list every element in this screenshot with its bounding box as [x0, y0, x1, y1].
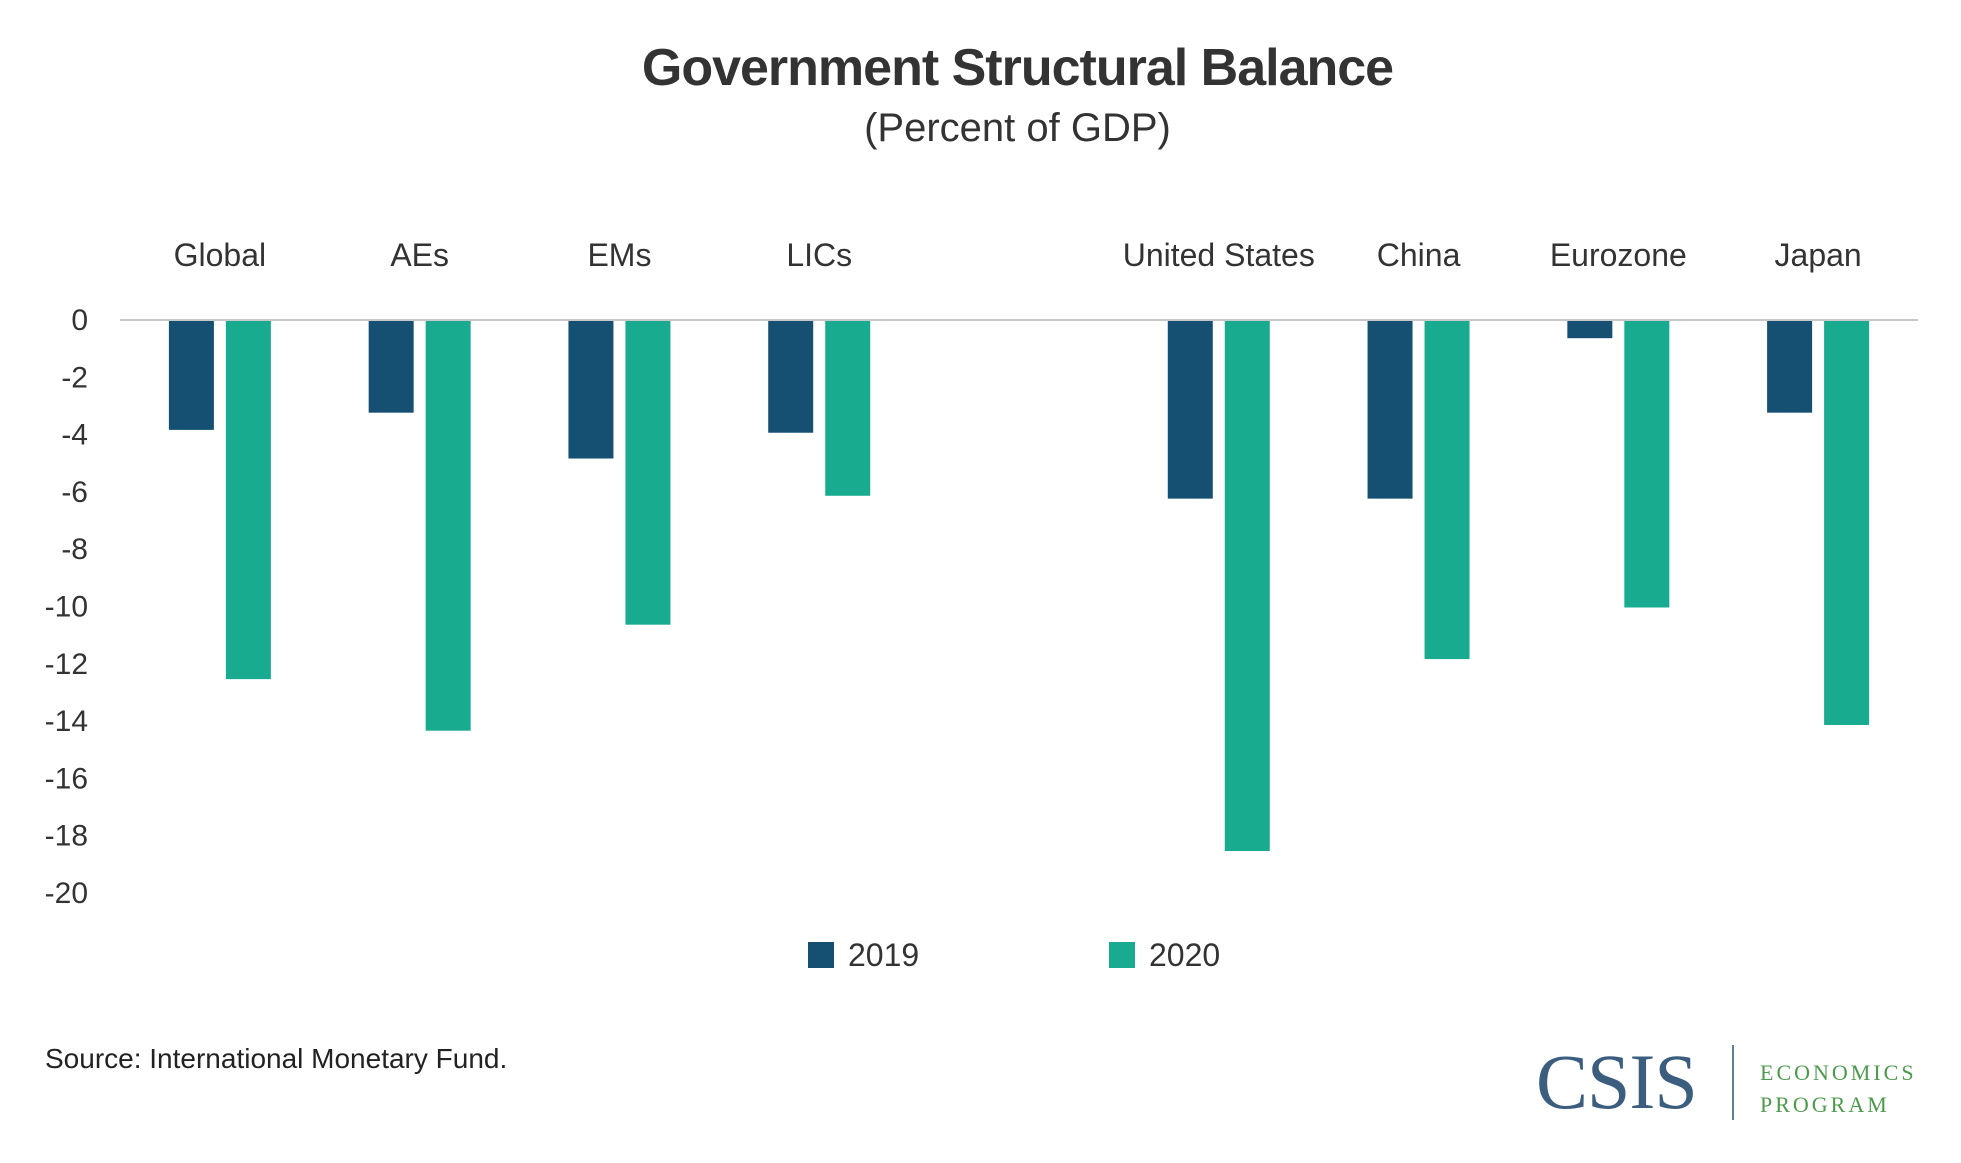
logo-program-line2: PROGRAM — [1760, 1092, 1890, 1117]
chart-title: Government Structural Balance — [641, 39, 1394, 97]
bar-2019 — [368, 321, 414, 413]
logo-program-line1: ECONOMICS — [1760, 1060, 1917, 1085]
category-label: China — [1377, 237, 1461, 273]
bar-2020 — [1424, 321, 1470, 660]
category-label: Eurozone — [1550, 237, 1687, 273]
category-label: United States — [1123, 237, 1315, 273]
y-tick-label: -18 — [45, 820, 88, 853]
bar-2020 — [425, 321, 471, 731]
bar-2020 — [825, 321, 871, 496]
bar-2020 — [625, 321, 671, 625]
y-axis-ticks: 0 -2 -4 -6 -8 -10 -12 -14 -16 -18 -20 — [45, 304, 88, 910]
legend: 2019 2020 — [808, 937, 1220, 973]
bar-2020 — [1624, 321, 1670, 608]
source-note: Source: International Monetary Fund. — [45, 1043, 508, 1074]
bar-2019 — [768, 321, 814, 433]
y-tick-label: -16 — [45, 762, 88, 795]
bar-2019 — [1367, 321, 1413, 499]
bar-2019 — [1167, 321, 1213, 499]
category-label: Global — [174, 237, 267, 273]
y-tick-label: -20 — [45, 877, 88, 910]
logo-divider — [1732, 1045, 1734, 1120]
category-label: EMs — [587, 237, 651, 273]
legend-label-2020: 2020 — [1149, 937, 1220, 973]
category-label: LICs — [786, 237, 852, 273]
category-label: Japan — [1775, 237, 1862, 273]
legend-swatch-2020 — [1109, 942, 1135, 968]
y-tick-label: -10 — [45, 591, 88, 624]
y-tick-label: -8 — [61, 533, 88, 566]
y-tick-label: -4 — [61, 419, 88, 452]
y-tick-label: 0 — [71, 304, 88, 337]
category-label: AEs — [390, 237, 449, 273]
bars — [168, 321, 1870, 852]
category-labels: Global AEs EMs LICs United States China Eurozo… — [174, 237, 1862, 273]
chart-subtitle: (Percent of GDP) — [864, 106, 1171, 150]
legend-label-2019: 2019 — [848, 937, 919, 973]
bar-2019 — [1767, 321, 1813, 413]
logo-wordmark: CSIS — [1536, 1038, 1698, 1125]
y-tick-label: -12 — [45, 648, 88, 681]
bar-2019 — [168, 321, 214, 430]
bar-2020 — [1224, 321, 1270, 852]
bar-2020 — [1824, 321, 1870, 725]
bar-2019 — [1567, 321, 1613, 339]
y-tick-label: -6 — [61, 476, 88, 509]
y-tick-label: -2 — [61, 361, 88, 394]
legend-swatch-2019 — [808, 942, 834, 968]
bar-2019 — [568, 321, 614, 459]
bar-2020 — [225, 321, 271, 680]
y-tick-label: -14 — [45, 705, 88, 738]
